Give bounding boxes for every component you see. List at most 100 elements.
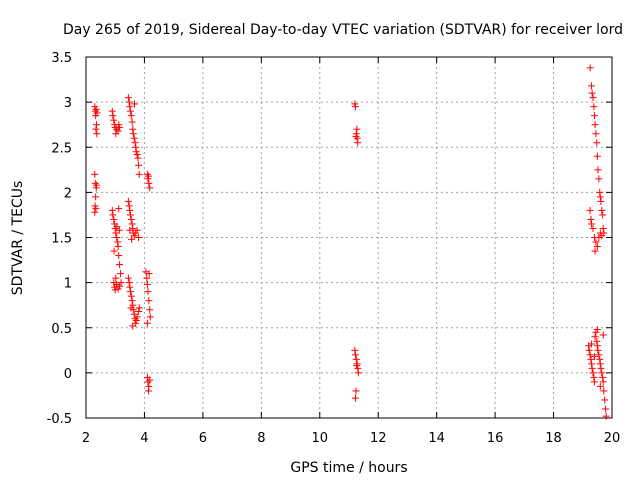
data-point	[132, 143, 140, 151]
data-point	[354, 139, 362, 147]
data-point	[135, 170, 143, 178]
x-tick-label: 20	[604, 431, 621, 446]
data-point	[145, 179, 153, 187]
data-point	[133, 150, 141, 158]
data-point	[595, 175, 603, 183]
data-point	[93, 130, 101, 138]
data-point	[592, 238, 600, 246]
data-point	[128, 297, 136, 305]
data-point	[125, 202, 133, 210]
data-point	[91, 170, 99, 178]
data-point	[109, 112, 117, 120]
data-point	[593, 152, 601, 160]
data-point	[129, 322, 137, 330]
data-point	[110, 215, 118, 223]
data-point	[124, 94, 132, 102]
data-point	[116, 261, 124, 269]
data-point	[590, 112, 598, 120]
y-tick-label: 3.5	[51, 51, 72, 66]
data-point	[597, 197, 605, 205]
data-point	[93, 109, 101, 117]
data-point	[592, 130, 600, 138]
data-point	[126, 288, 134, 296]
data-point	[587, 215, 595, 223]
chart-title: Day 265 of 2019, Sidereal Day-to-day VTE…	[63, 22, 623, 38]
data-point	[129, 224, 137, 232]
data-point	[116, 282, 124, 290]
x-tick-label: 12	[370, 431, 387, 446]
data-point	[352, 387, 360, 395]
data-point	[354, 369, 362, 377]
y-tick-label: 1.5	[51, 232, 72, 247]
data-point	[127, 292, 135, 300]
x-tick-label: 16	[487, 431, 504, 446]
data-point	[113, 234, 121, 241]
x-tick-label: 4	[140, 431, 148, 446]
data-point	[597, 364, 605, 372]
data-point	[91, 179, 99, 187]
data-point	[115, 226, 123, 234]
data-point	[596, 382, 604, 390]
data-point	[127, 112, 135, 120]
data-point	[351, 346, 359, 354]
data-point	[595, 351, 603, 359]
data-point	[125, 279, 133, 287]
data-point	[126, 283, 134, 291]
x-tick-label: 2	[82, 431, 90, 446]
data-point	[591, 247, 599, 255]
data-point	[133, 313, 141, 321]
y-tick-label: 3	[64, 96, 72, 111]
data-point	[588, 360, 596, 368]
data-point	[113, 223, 121, 231]
data-point	[135, 304, 143, 312]
data-point	[596, 188, 604, 196]
data-point	[112, 130, 120, 138]
data-point	[588, 82, 596, 90]
data-point	[593, 243, 601, 251]
data-point	[586, 64, 594, 72]
data-point	[124, 274, 132, 282]
data-point	[352, 355, 360, 363]
data-point	[353, 362, 361, 370]
data-point	[145, 270, 153, 278]
data-point	[112, 229, 120, 237]
x-tick-label: 10	[312, 431, 329, 446]
data-point	[116, 270, 124, 278]
data-point	[585, 342, 593, 350]
data-point	[590, 378, 598, 386]
y-tick-label: 2	[64, 186, 72, 201]
data-point	[146, 184, 154, 192]
y-tick-label: 2.5	[51, 141, 72, 156]
data-point	[588, 89, 596, 97]
data-point	[594, 166, 602, 174]
data-point	[109, 211, 117, 219]
data-points	[91, 64, 610, 420]
data-point	[598, 206, 606, 214]
data-point	[133, 226, 141, 234]
data-point	[602, 405, 610, 413]
data-point	[128, 220, 136, 228]
data-point	[593, 139, 601, 147]
data-point	[124, 197, 132, 205]
data-point	[599, 331, 607, 339]
data-point	[113, 280, 121, 288]
data-point	[115, 205, 123, 213]
data-point	[588, 220, 596, 228]
data-point	[591, 333, 599, 341]
data-point	[588, 340, 596, 348]
data-point	[116, 123, 124, 131]
data-point	[110, 247, 118, 255]
data-point	[146, 376, 154, 384]
x-tick-label: 14	[428, 431, 445, 446]
data-point	[135, 308, 143, 316]
y-tick-label: 1	[64, 277, 72, 292]
data-point	[126, 211, 134, 219]
data-point	[143, 274, 151, 282]
y-tick-label: 0.5	[51, 322, 72, 337]
data-point	[143, 319, 151, 327]
data-point	[596, 360, 604, 368]
data-point	[599, 373, 607, 381]
data-point	[144, 378, 152, 386]
data-point	[599, 224, 607, 232]
